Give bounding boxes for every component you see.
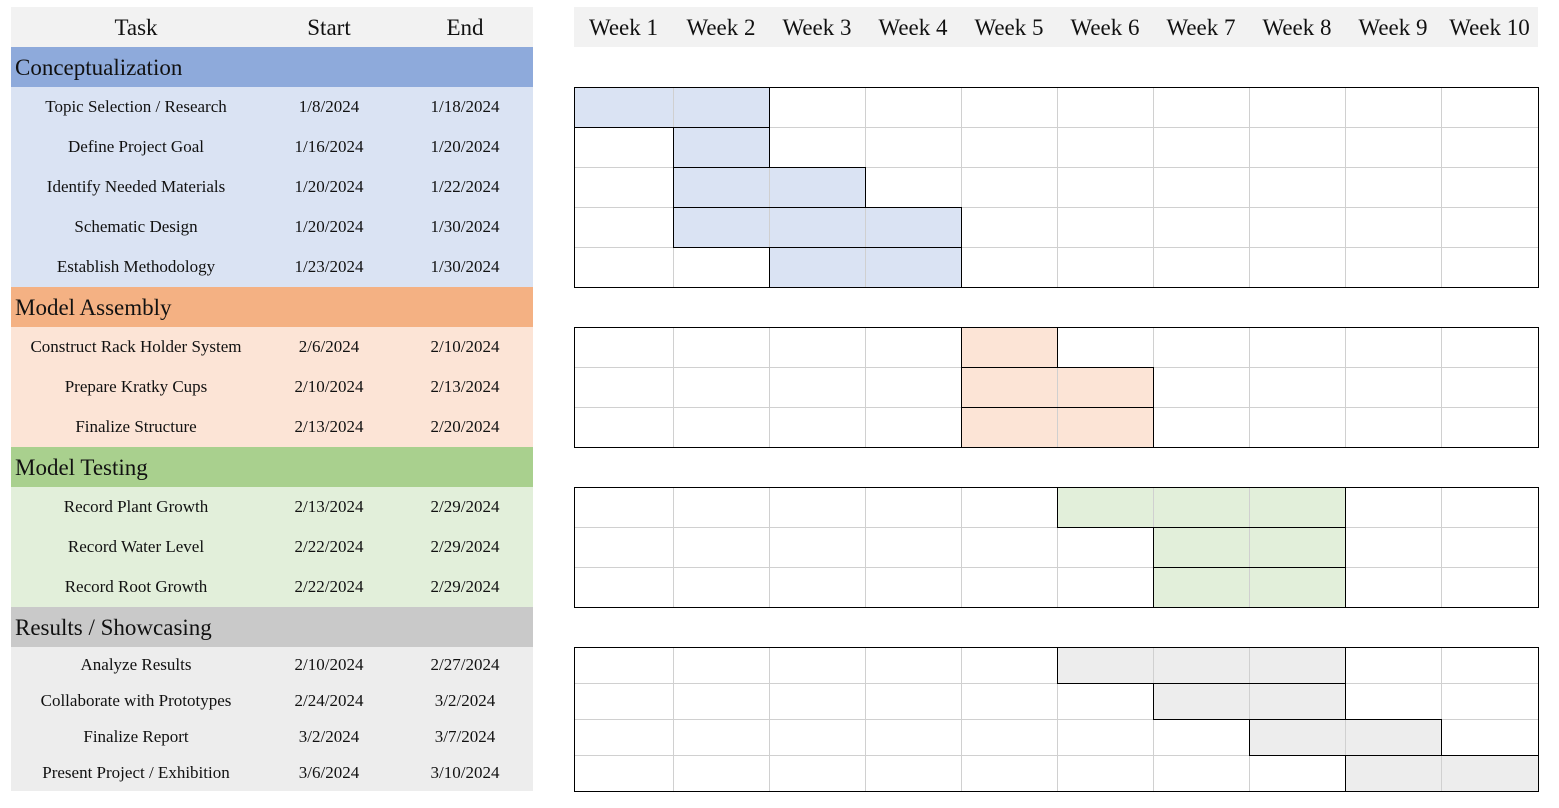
start-cell: 1/20/2024 (294, 217, 364, 236)
week-label: Week 4 (878, 15, 948, 40)
gantt-section (574, 87, 1539, 288)
week-label: Week 9 (1358, 15, 1428, 40)
table-row: Record Plant Growth 2/13/2024 2/29/2024 (11, 487, 533, 527)
gantt-section (574, 487, 1539, 608)
gantt-section (574, 327, 1539, 448)
table-row: Record Water Level 2/22/2024 2/29/2024 (11, 527, 533, 567)
end-cell: 1/30/2024 (430, 257, 500, 276)
end-cell: 2/20/2024 (430, 417, 500, 436)
table-row: Present Project / Exhibition 3/6/2024 3/10… (11, 755, 533, 791)
task-cell: Identify Needed Materials (46, 177, 226, 196)
table-row: Construct Rack Holder System 2/6/2024 2/10… (11, 327, 533, 367)
gantt-bar (673, 127, 769, 167)
end-cell: 3/7/2024 (434, 727, 496, 746)
end-cell: 1/30/2024 (430, 217, 500, 236)
end-cell: 2/29/2024 (430, 577, 500, 596)
start-cell: 1/23/2024 (294, 257, 364, 276)
table-row: Analyze Results 2/10/2024 2/27/2024 (11, 647, 533, 683)
end-cell: 1/20/2024 (430, 137, 500, 156)
table-row: Identify Needed Materials 1/20/2024 1/22/2… (11, 167, 533, 207)
week-label: Week 7 (1166, 15, 1236, 40)
start-cell: 1/20/2024 (294, 177, 364, 196)
category-header: Conceptualization (11, 47, 533, 87)
table-row: Topic Selection / Research 1/8/2024 1/18/2… (11, 87, 533, 127)
start-cell: 2/13/2024 (294, 417, 364, 436)
end-cell: 2/10/2024 (430, 337, 500, 356)
gantt-bar (574, 87, 769, 127)
gantt-section-border (574, 647, 1539, 792)
task-cell: Prepare Kratky Cups (64, 377, 208, 396)
end-cell: 2/13/2024 (430, 377, 500, 396)
task-cell: Finalize Structure (75, 417, 197, 436)
week-label: Week 10 (1449, 15, 1530, 40)
category-label: Model Testing (15, 455, 148, 480)
task-cell: Define Project Goal (68, 137, 204, 156)
start-cell: 2/24/2024 (294, 691, 364, 710)
gantt-bar (961, 327, 1057, 367)
week-label: Week 5 (974, 15, 1044, 40)
task-cell: Record Root Growth (64, 577, 208, 596)
start-cell: 2/10/2024 (294, 655, 364, 674)
task-cell: Establish Methodology (56, 257, 216, 276)
category-label: Results / Showcasing (15, 615, 212, 640)
task-cell: Record Plant Growth (63, 497, 209, 516)
table-row: Finalize Report 3/2/2024 3/7/2024 (11, 719, 533, 755)
start-cell: 2/22/2024 (294, 537, 364, 556)
category-header: Model Assembly (11, 287, 533, 327)
gantt-section-bg (574, 487, 1538, 607)
table-row: Define Project Goal 1/16/2024 1/20/2024 (11, 127, 533, 167)
task-cell: Topic Selection / Research (45, 97, 227, 116)
category-header: Model Testing (11, 447, 533, 487)
week-label: Week 8 (1262, 15, 1332, 40)
start-cell: 2/6/2024 (298, 337, 360, 356)
category-label: Conceptualization (15, 55, 183, 80)
table-row: Finalize Structure 2/13/2024 2/20/2024 (11, 407, 533, 447)
task-cell: Schematic Design (74, 217, 198, 236)
start-cell: 3/2/2024 (298, 727, 360, 746)
end-cell: 1/18/2024 (430, 97, 500, 116)
gantt-bar (1057, 647, 1345, 683)
table-row: Collaborate with Prototypes 2/24/2024 3/2/… (11, 683, 533, 719)
table-row: Record Root Growth 2/22/2024 2/29/2024 (11, 567, 533, 607)
table-row: Establish Methodology 1/23/2024 1/30/2024 (11, 247, 533, 287)
end-cell: 1/22/2024 (430, 177, 500, 196)
end-cell: 2/29/2024 (430, 537, 500, 556)
gantt-section-border (574, 87, 1539, 288)
table-row: Prepare Kratky Cups 2/10/2024 2/13/2024 (11, 367, 533, 407)
week-label: Week 1 (588, 15, 659, 40)
category-label: Model Assembly (15, 295, 172, 320)
gantt-section (574, 647, 1539, 792)
end-cell: 3/10/2024 (430, 763, 500, 782)
week-label: Week 2 (686, 15, 756, 40)
week-header-row: Week 1 Week 2 Week 3 Week 4 Week 5 Week 6 Week… (574, 7, 1538, 47)
task-cell: Present Project / Exhibition (42, 763, 230, 782)
task-cell: Collaborate with Prototypes (40, 691, 232, 710)
start-cell: 2/10/2024 (294, 377, 364, 396)
start-column-header: Start (307, 15, 351, 40)
task-cell: Analyze Results (80, 655, 192, 674)
start-cell: 2/13/2024 (294, 497, 364, 516)
end-cell: 2/27/2024 (430, 655, 500, 674)
start-cell: 1/16/2024 (294, 137, 364, 156)
task-cell: Finalize Report (83, 727, 189, 746)
gantt-bar (1057, 487, 1345, 527)
week-label: Week 3 (782, 15, 852, 40)
gantt-bar (673, 207, 961, 247)
gantt-section-border (574, 327, 1539, 448)
start-cell: 1/8/2024 (298, 97, 360, 116)
gantt-section-border (574, 487, 1539, 608)
task-cell: Record Water Level (67, 537, 205, 556)
task-cell: Construct Rack Holder System (30, 337, 242, 356)
week-label: Week 6 (1070, 15, 1140, 40)
category-header: Results / Showcasing (11, 607, 533, 647)
end-cell: 3/2/2024 (434, 691, 496, 710)
end-cell: 2/29/2024 (430, 497, 500, 516)
start-cell: 3/6/2024 (298, 763, 360, 782)
end-column-header: End (446, 15, 484, 40)
start-cell: 2/22/2024 (294, 577, 364, 596)
task-column-header: Task (114, 15, 158, 40)
table-row: Schematic Design 1/20/2024 1/30/2024 (11, 207, 533, 247)
table-header-row: Task Start End (11, 7, 533, 47)
